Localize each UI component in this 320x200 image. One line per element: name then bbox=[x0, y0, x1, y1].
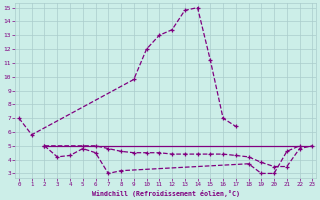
X-axis label: Windchill (Refroidissement éolien,°C): Windchill (Refroidissement éolien,°C) bbox=[92, 190, 240, 197]
